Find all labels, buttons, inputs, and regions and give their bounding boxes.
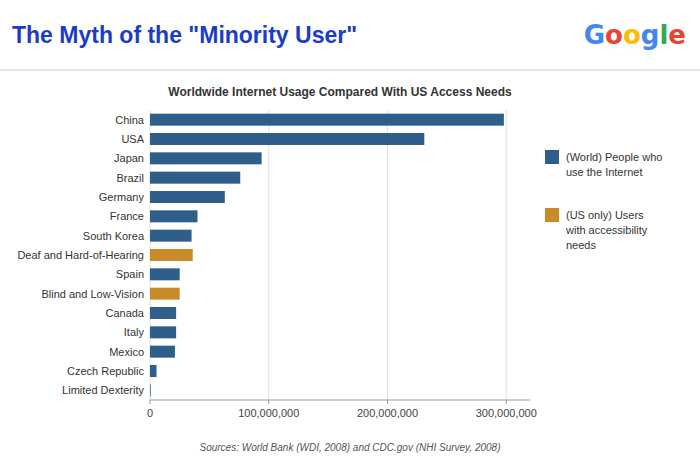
legend-label: (US only) Userswith accessibilityneeds <box>565 209 648 251</box>
bar <box>150 230 192 242</box>
grid-line <box>387 110 388 400</box>
tick-label: 300,000,000 <box>476 407 537 419</box>
logo-letter: o <box>623 20 641 50</box>
bar <box>150 346 175 358</box>
category-label: Limited Dexterity <box>62 384 144 396</box>
chart: The Myth of the "Minority User" Google Wor… <box>0 0 700 459</box>
category-label: China <box>115 114 145 126</box>
tick-mark <box>268 400 269 404</box>
title: The Myth of the "Minority User" <box>12 22 357 48</box>
bar <box>150 172 240 184</box>
logo-letter: g <box>641 20 660 50</box>
bars <box>150 114 504 397</box>
category-label: Deaf and Hard-of-Hearing <box>17 249 144 261</box>
tick-mark <box>150 400 151 404</box>
tick-mark <box>387 400 388 404</box>
bar <box>150 152 262 164</box>
x-axis: 0 100,000,000 200,000,000 300,000,000 <box>147 400 537 419</box>
bar <box>150 365 157 377</box>
grid <box>150 110 506 400</box>
bar <box>150 114 504 126</box>
y-axis: China USA Japan Brazil Germany France South Ko… <box>17 114 144 397</box>
grid-line <box>268 110 269 400</box>
category-label: Canada <box>105 307 144 319</box>
tick-label: 0 <box>147 407 153 419</box>
category-label: Germany <box>99 191 145 203</box>
header-separator <box>0 70 700 71</box>
category-label: South Korea <box>83 230 145 242</box>
bar <box>150 210 198 222</box>
category-label: Blind and Low-Vision <box>41 288 144 300</box>
bar <box>150 249 193 261</box>
x-axis-line <box>150 400 530 401</box>
category-label: Japan <box>114 152 144 164</box>
legend-label: (World) People whouse the Internet <box>566 151 662 178</box>
category-label: France <box>110 210 144 222</box>
bar <box>150 268 180 280</box>
tick-mark <box>506 400 507 404</box>
grid-line <box>506 110 507 400</box>
bar <box>150 191 225 203</box>
logo-letter: o <box>605 20 623 50</box>
logo-letter: l <box>659 20 668 50</box>
source: Sources: World Bank (WDI, 2008) and CDC.… <box>199 442 500 453</box>
legend-swatch <box>545 208 559 222</box>
bar <box>150 384 151 396</box>
category-label: USA <box>121 133 144 145</box>
category-label: Czech Republic <box>67 365 145 377</box>
bar <box>150 133 424 145</box>
logo-letter: G <box>584 20 605 50</box>
category-label: Spain <box>116 268 144 280</box>
logo-letter: e <box>668 20 686 50</box>
tick-label: 100,000,000 <box>238 407 299 419</box>
legend-swatch <box>545 150 559 164</box>
logo: Google <box>584 20 686 50</box>
subtitle: Worldwide Internet Usage Compared With U… <box>168 85 512 99</box>
header-background <box>0 0 700 70</box>
bar <box>150 288 180 300</box>
category-label: Brazil <box>116 172 144 184</box>
category-label: Italy <box>124 326 145 338</box>
category-label: Mexico <box>109 346 144 358</box>
tick-label: 200,000,000 <box>357 407 418 419</box>
bar <box>150 307 176 319</box>
legend: (World) People whouse the Internet (US on… <box>545 150 662 251</box>
bar <box>150 326 176 338</box>
